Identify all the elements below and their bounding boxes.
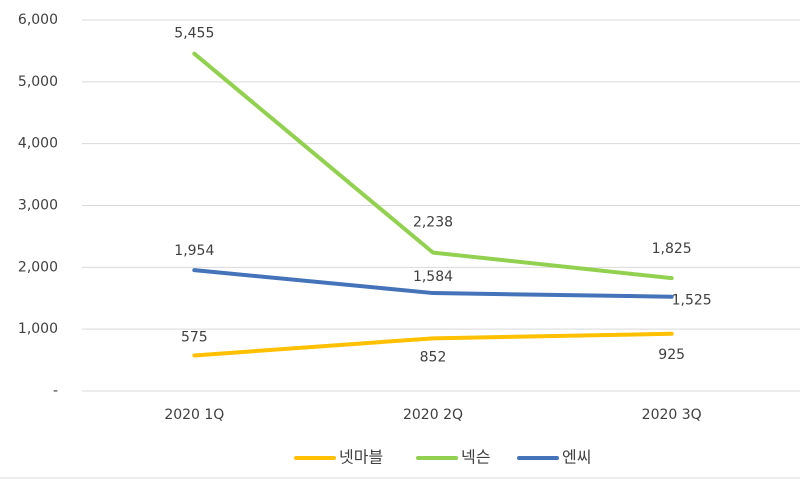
y-tick-label: 3,000	[18, 198, 58, 214]
data-label: 852	[420, 349, 447, 365]
data-label: 1,954	[174, 243, 214, 259]
y-tick-label: 1,000	[18, 321, 58, 337]
x-tick-label: 2020 2Q	[403, 407, 463, 423]
y-tick-label: 5,000	[18, 74, 58, 90]
series-line	[192, 268, 674, 299]
data-label: 1,584	[413, 269, 453, 285]
series-line	[192, 51, 674, 281]
y-tick-label: 6,000	[18, 12, 58, 28]
data-label: 575	[181, 329, 208, 345]
y-tick-label: -	[53, 383, 58, 399]
legend-label: 엔씨	[562, 448, 591, 467]
y-tick-label: 4,000	[18, 136, 58, 152]
x-tick-label: 2020 3Q	[642, 407, 702, 423]
x-tick-label: 2020 1Q	[164, 407, 224, 423]
data-label: 5,455	[174, 26, 214, 42]
data-label: 1,825	[652, 241, 692, 257]
data-label: 925	[658, 347, 685, 363]
data-label: 1,525	[672, 293, 712, 309]
data-label: 2,238	[413, 215, 453, 231]
y-tick-label: 2,000	[18, 259, 58, 275]
legend-label: 넥슨	[461, 448, 490, 467]
series-line	[192, 331, 674, 358]
legend-label: 넷마블	[339, 448, 383, 467]
